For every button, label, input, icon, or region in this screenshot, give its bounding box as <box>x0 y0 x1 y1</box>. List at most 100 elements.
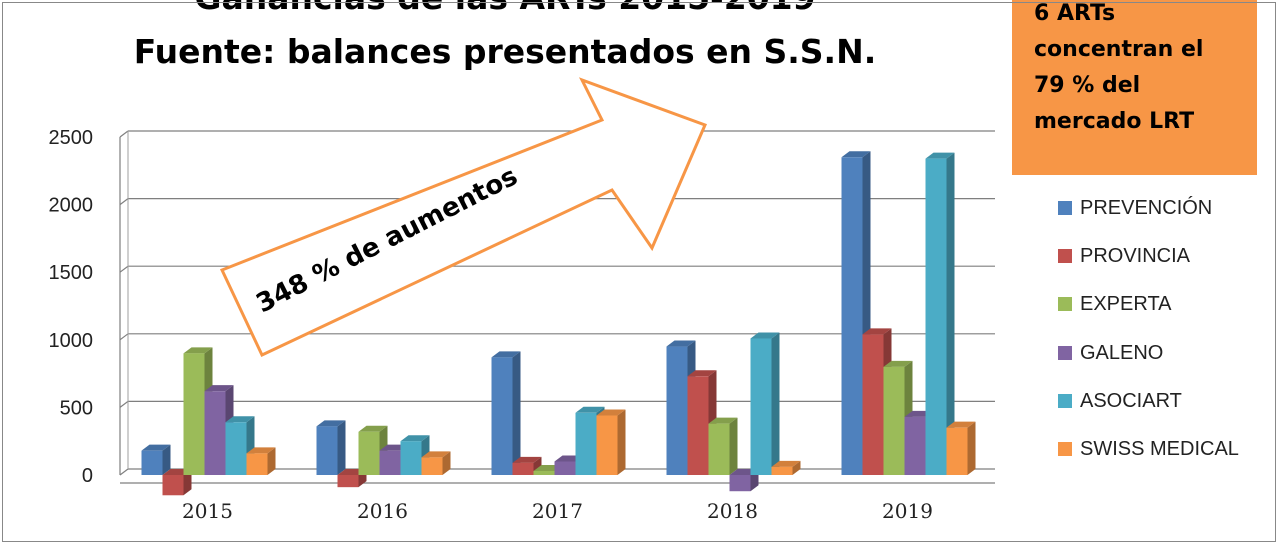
legend-swatch <box>1058 297 1072 311</box>
bar-front <box>533 470 555 475</box>
x-tick-label: 2019 <box>882 499 933 520</box>
bar-top <box>204 385 234 392</box>
bar-2017-prevención <box>491 351 521 475</box>
bar-front <box>750 338 772 475</box>
growth-arrow: 348 % de aumentos <box>219 77 708 357</box>
bar-front <box>666 346 688 475</box>
bar-top <box>841 151 871 158</box>
bar-side <box>771 332 780 475</box>
bar-side <box>729 417 738 475</box>
chart-title: Ganancias de las ARTs 2015-2019 <box>0 0 1010 17</box>
bar-side <box>512 351 521 475</box>
bar-top <box>246 447 276 454</box>
bar-front <box>204 391 226 475</box>
bar-top <box>400 435 430 442</box>
x-tick-label: 2018 <box>707 499 758 520</box>
bar-top <box>421 451 451 458</box>
bar-top <box>575 406 605 413</box>
bar-top <box>316 420 346 427</box>
gridline-depth <box>119 198 129 206</box>
bar-top <box>141 444 171 451</box>
legend-label: EXPERTA <box>1080 293 1172 315</box>
callout-line: concentran el <box>1034 37 1204 62</box>
bar-top <box>225 416 255 423</box>
bar-top <box>512 456 542 463</box>
bar-top <box>771 460 801 467</box>
bar-front <box>141 450 163 475</box>
bars <box>141 151 976 496</box>
bar-front <box>862 334 884 475</box>
bar-side <box>267 447 276 475</box>
bar-2018-asociart <box>750 332 780 475</box>
bar-front <box>554 461 576 475</box>
legend-label: ASOCIART <box>1080 390 1182 412</box>
growth-arrow-shape <box>219 77 708 357</box>
callout-line: 6 ARTs <box>1034 1 1116 26</box>
legend-swatch <box>1058 394 1072 408</box>
bar-top <box>183 347 213 354</box>
bar-2018-swiss-medical <box>771 460 801 475</box>
legend-swatch <box>1058 249 1072 263</box>
market-callout: 6 ARTs concentran el 79 % del mercado LR… <box>1012 0 1257 175</box>
legend-label: SWISS MEDICAL <box>1080 438 1239 460</box>
y-tick-label: 0 <box>82 465 93 487</box>
bar-front <box>596 415 618 475</box>
y-tick-label: 500 <box>60 397 93 419</box>
bar-front <box>225 422 247 475</box>
bar-2015-provincia <box>162 469 192 496</box>
bar-2019-swiss-medical <box>946 421 976 475</box>
bar-side <box>183 469 192 496</box>
bar-front <box>512 462 534 475</box>
bar-front <box>729 475 751 492</box>
bar-top <box>862 328 892 335</box>
bar-2017-swiss-medical <box>596 409 626 475</box>
bar-side <box>617 409 626 475</box>
legend-swatch <box>1058 346 1072 360</box>
bar-top <box>750 332 780 339</box>
bar-2018-experta <box>708 417 738 475</box>
bar-front <box>771 466 793 475</box>
bar-2019-asociart <box>925 152 955 475</box>
gridline-depth <box>119 468 129 476</box>
bar-top <box>596 409 626 416</box>
gridline-depth <box>119 333 129 341</box>
bar-front <box>316 426 338 475</box>
bar-top <box>925 152 955 159</box>
bar-front <box>904 416 926 475</box>
bar-front <box>183 353 205 475</box>
bar-side <box>792 460 801 475</box>
y-tick-label: 1500 <box>49 262 94 284</box>
bar-2016-prevención <box>316 420 346 475</box>
bar-2015-swiss-medical <box>246 447 276 475</box>
bar-front <box>946 427 968 475</box>
callout-line: 79 % del <box>1034 73 1141 98</box>
bar-side <box>337 420 346 475</box>
y-tick-label: 1000 <box>49 330 94 352</box>
y-axis-ticks: 0 500 1000 1500 2000 2500 <box>49 127 94 487</box>
bar-top <box>687 370 717 377</box>
x-tick-label: 2017 <box>532 499 583 520</box>
bar-2016-swiss-medical <box>421 451 451 475</box>
x-axis-ticks: 2015 2016 2017 2018 2019 <box>182 499 933 520</box>
y-tick-label: 2000 <box>49 195 94 217</box>
chart-subtitle: Fuente: balances presentados en S.S.N. <box>133 32 877 71</box>
bar-front <box>575 412 597 475</box>
bar-side <box>967 421 976 475</box>
bar-top <box>666 340 696 347</box>
bar-top <box>883 360 913 367</box>
bar-front <box>883 366 905 475</box>
bar-front <box>491 357 513 475</box>
bar-front <box>687 376 709 475</box>
bar-front <box>841 157 863 475</box>
bar-front <box>358 431 380 475</box>
bar-top <box>708 417 738 424</box>
bar-front <box>337 475 359 488</box>
y-tick-label: 2500 <box>49 127 94 149</box>
bar-front <box>246 453 268 475</box>
legend-swatch <box>1058 442 1072 456</box>
bar-front <box>925 158 947 475</box>
bar-front <box>421 457 443 475</box>
x-tick-label: 2015 <box>182 499 233 520</box>
callout-line: mercado LRT <box>1034 109 1195 134</box>
